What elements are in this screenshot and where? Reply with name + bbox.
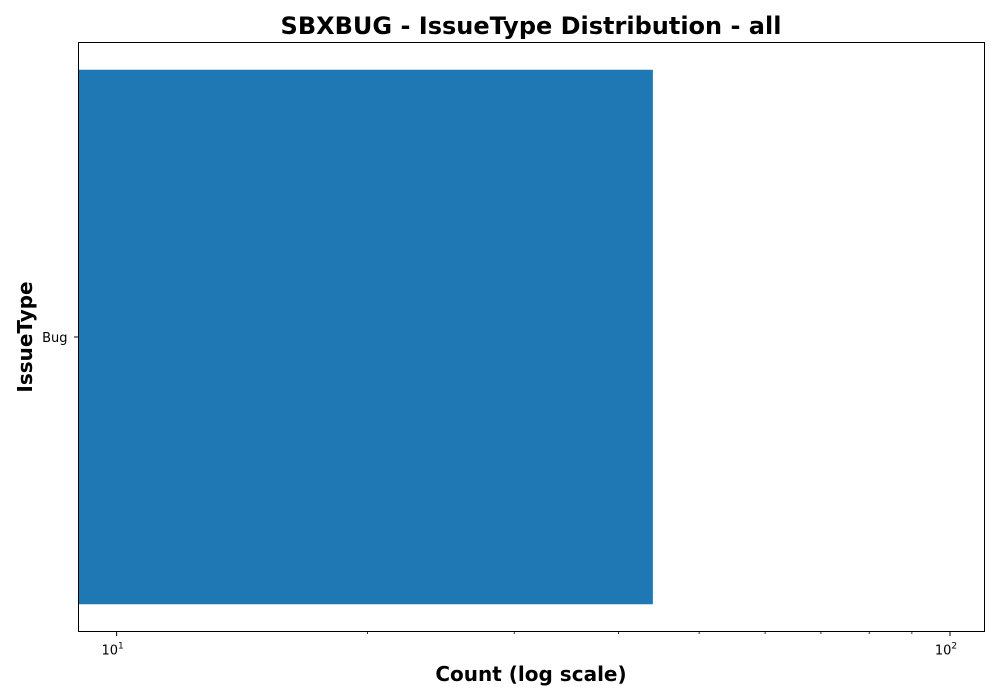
x-tick-label: 101 <box>101 642 123 659</box>
bar-bug <box>79 70 653 605</box>
x-axis: 101 102 <box>101 632 957 659</box>
x-tick-label: 102 <box>935 642 957 659</box>
plot-area <box>79 70 653 605</box>
y-axis-label: IssueType <box>13 281 37 392</box>
chart-title: SBXBUG - IssueType Distribution - all <box>281 12 782 40</box>
y-tick-label: Bug <box>42 331 67 346</box>
x-axis-label: Count (log scale) <box>435 662 626 686</box>
y-axis: Bug <box>42 331 78 346</box>
